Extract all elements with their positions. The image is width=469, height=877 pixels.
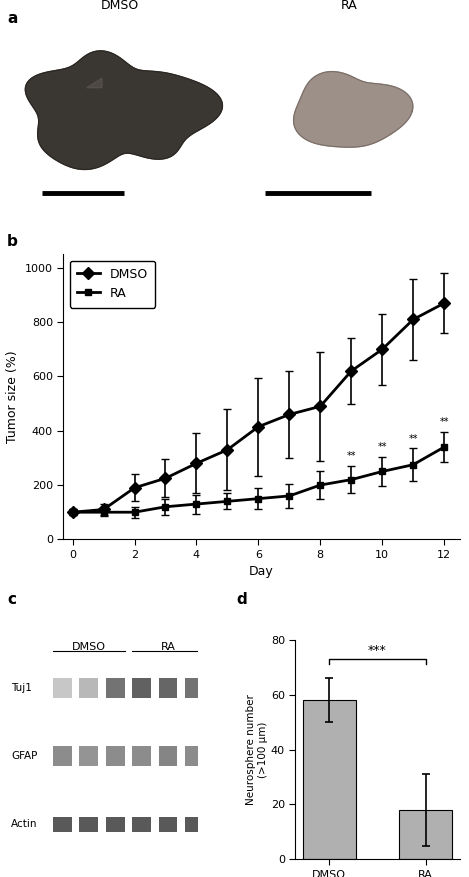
Text: Tuj1: Tuj1 [11, 683, 32, 693]
Bar [132, 678, 151, 698]
Bar [106, 816, 125, 832]
Bar [53, 746, 72, 766]
Legend: DMSO, RA: DMSO, RA [69, 260, 155, 308]
Polygon shape [87, 78, 102, 88]
Polygon shape [25, 51, 222, 169]
Bar [159, 678, 177, 698]
Text: **: ** [347, 451, 356, 461]
Bar [53, 816, 72, 832]
Bar [159, 746, 177, 766]
Bar [399, 810, 452, 859]
Bar [79, 746, 98, 766]
Text: **: ** [439, 417, 449, 427]
Bar [79, 678, 98, 698]
Bar [303, 700, 356, 859]
Polygon shape [294, 72, 413, 147]
Text: **: ** [408, 433, 418, 444]
Title: DMSO: DMSO [101, 0, 139, 12]
Text: Actin: Actin [11, 819, 38, 830]
Bar [159, 816, 177, 832]
Text: b: b [7, 234, 18, 249]
Text: d: d [237, 592, 248, 607]
Bar [185, 816, 204, 832]
Bar [185, 746, 204, 766]
Text: **: ** [378, 442, 387, 452]
Text: RA: RA [160, 642, 175, 652]
Y-axis label: Tumor size (%): Tumor size (%) [7, 351, 19, 443]
Text: DMSO: DMSO [72, 642, 106, 652]
Title: RA: RA [341, 0, 358, 12]
Bar [106, 678, 125, 698]
Bar [132, 816, 151, 832]
Bar [53, 678, 72, 698]
Bar [79, 816, 98, 832]
X-axis label: Day: Day [249, 566, 274, 578]
Text: a: a [7, 11, 17, 25]
Y-axis label: Neurosphere number
(>100 μm): Neurosphere number (>100 μm) [246, 694, 268, 805]
Bar [132, 746, 151, 766]
Text: c: c [7, 592, 16, 607]
Bar [106, 746, 125, 766]
Bar [185, 678, 204, 698]
Text: ***: *** [368, 645, 387, 658]
Text: GFAP: GFAP [11, 751, 38, 761]
